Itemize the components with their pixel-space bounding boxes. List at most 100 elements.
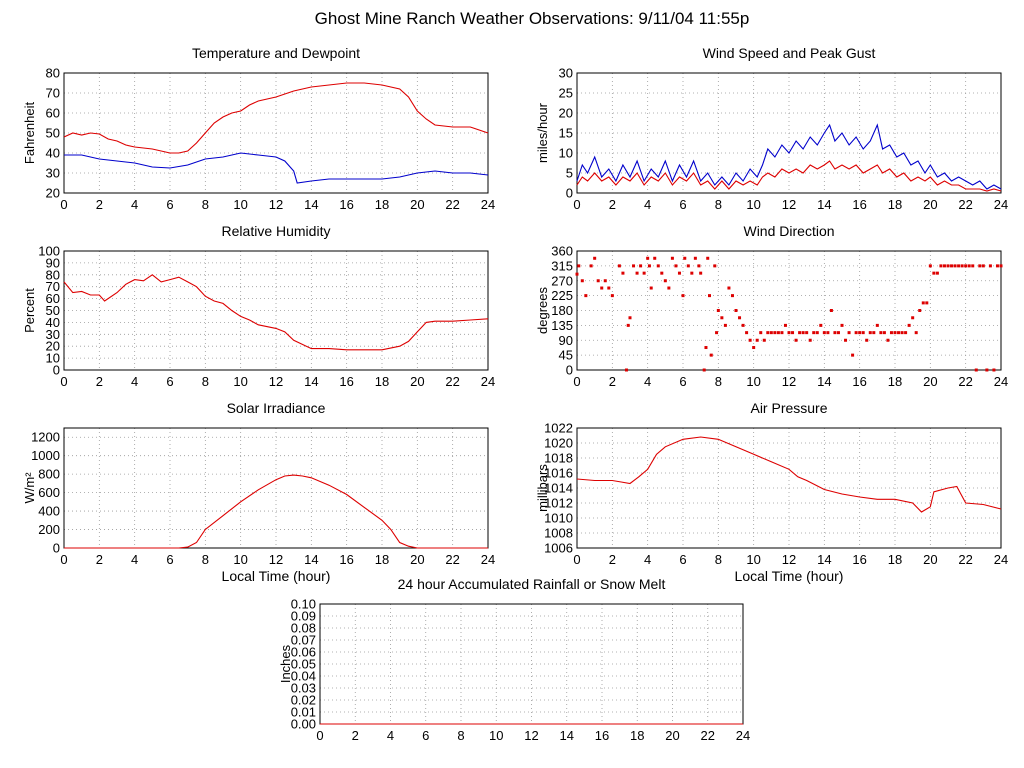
x-tick-label: 2: [96, 374, 103, 389]
data-point: [861, 331, 865, 335]
x-tick-label: 10: [233, 374, 247, 389]
chart-title: Air Pressure: [750, 400, 827, 416]
data-point: [670, 256, 674, 260]
data-point: [716, 309, 720, 312]
x-tick-label: 12: [269, 374, 283, 389]
y-tick-label: 400: [38, 504, 60, 519]
pressure-chart: 0 2 4 6 8 10 12 14 16 18 20 22 241006100810101012101…: [535, 400, 1008, 584]
y-tick-label: 0: [566, 186, 573, 201]
y-tick-label: 135: [551, 318, 573, 333]
y-tick-label: 0.07: [291, 633, 316, 648]
data-point: [815, 331, 819, 335]
data-point: [822, 331, 826, 335]
data-point: [584, 294, 588, 298]
data-point: [847, 331, 851, 335]
x-tick-label: 24: [481, 374, 495, 389]
data-point: [960, 264, 964, 268]
x-tick-label: 10: [746, 552, 760, 567]
x-tick-label: 14: [304, 197, 318, 212]
x-tick-label: 16: [339, 197, 353, 212]
data-point: [981, 264, 985, 268]
data-point: [819, 323, 823, 327]
data-point: [713, 264, 717, 268]
y-tick-label: 1008: [544, 526, 573, 541]
x-tick-label: 12: [269, 552, 283, 567]
data-point: [720, 316, 724, 320]
data-point: [715, 331, 719, 335]
data-point: [971, 264, 975, 268]
y-tick-label: 90: [559, 333, 573, 348]
x-tick-label: 8: [457, 728, 464, 743]
data-point: [942, 264, 946, 268]
x-tick-label: 2: [352, 728, 359, 743]
x-tick-label: 20: [923, 374, 937, 389]
data-point: [642, 271, 646, 275]
y-tick-label: 70: [46, 279, 60, 294]
y-tick-label: 20: [46, 186, 60, 201]
data-point: [632, 264, 636, 268]
data-point: [999, 264, 1003, 268]
x-tick-label: 22: [445, 197, 459, 212]
data-point: [607, 286, 611, 290]
data-point: [628, 316, 632, 320]
data-point: [988, 264, 992, 268]
data-point: [723, 323, 727, 327]
data-point: [826, 331, 830, 335]
x-tick-label: 24: [994, 197, 1008, 212]
y-axis-label: W/m²: [22, 472, 37, 504]
data-point: [674, 264, 678, 268]
data-point: [985, 368, 989, 372]
series-line: [63, 82, 489, 154]
x-tick-label: 8: [715, 197, 722, 212]
data-point: [699, 271, 703, 275]
x-tick-label: 16: [595, 728, 609, 743]
data-point: [957, 264, 961, 268]
y-tick-label: 30: [46, 327, 60, 342]
data-point: [646, 256, 650, 260]
y-tick-label: 20: [559, 106, 573, 121]
data-point: [780, 331, 784, 335]
x-tick-label: 8: [202, 197, 209, 212]
y-tick-label: 10: [559, 146, 573, 161]
series-line: [64, 474, 488, 549]
data-point: [624, 368, 628, 372]
y-tick-label: 270: [551, 273, 573, 288]
x-tick-label: 10: [233, 552, 247, 567]
data-point: [783, 323, 787, 327]
y-tick-label: 40: [46, 315, 60, 330]
x-tick-label: 22: [958, 374, 972, 389]
data-point: [907, 323, 911, 327]
data-point: [897, 331, 901, 335]
x-tick-label: 12: [782, 552, 796, 567]
x-tick-label: 16: [852, 374, 866, 389]
y-tick-label: 50: [46, 303, 60, 318]
data-point: [844, 338, 848, 342]
y-tick-label: 100: [38, 244, 60, 259]
y-tick-label: 200: [38, 522, 60, 537]
data-point: [693, 256, 697, 260]
chart-title: Relative Humidity: [222, 223, 331, 239]
x-tick-label: 14: [560, 728, 574, 743]
data-point: [766, 331, 770, 335]
x-tick-label: 2: [96, 552, 103, 567]
y-tick-label: 0.02: [291, 693, 316, 708]
x-tick-label: 0: [316, 728, 323, 743]
data-point: [978, 264, 982, 268]
data-point: [836, 331, 840, 335]
y-tick-label: 1012: [544, 496, 573, 511]
x-tick-label: 4: [644, 552, 651, 567]
humidity-chart: 0 2 4 6 8 10 12 14 16 18 20 22 240102030405060708090…: [22, 223, 495, 389]
x-tick-label: 6: [166, 552, 173, 567]
y-tick-label: 5: [566, 166, 573, 181]
data-point: [833, 331, 837, 335]
y-tick-label: 90: [46, 255, 60, 270]
x-tick-label: 6: [422, 728, 429, 743]
x-tick-label: 22: [445, 374, 459, 389]
data-point: [663, 279, 667, 283]
x-tick-label: 4: [387, 728, 394, 743]
data-point: [974, 368, 978, 372]
data-point: [893, 331, 897, 335]
x-tick-label: 14: [304, 374, 318, 389]
